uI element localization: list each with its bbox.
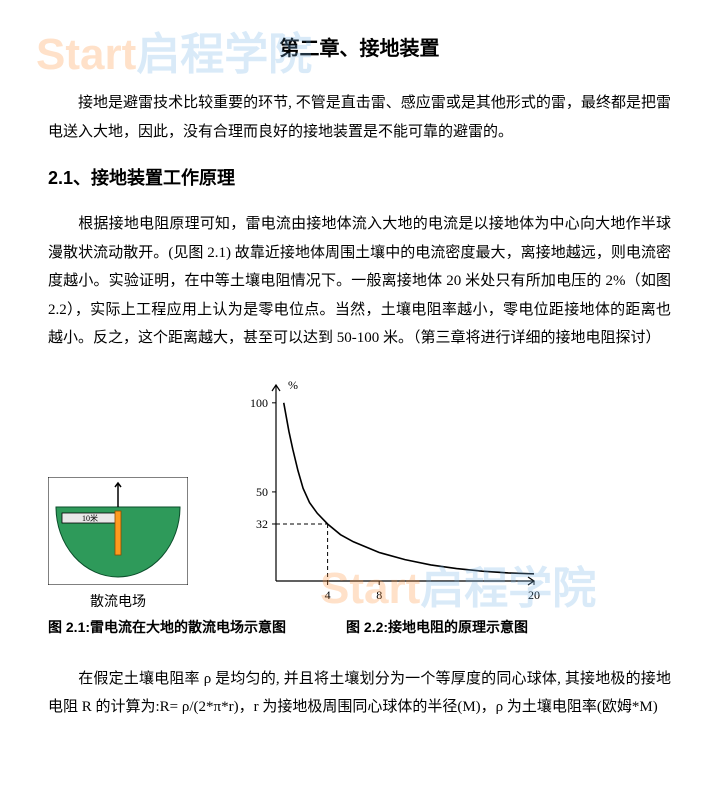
intro-paragraph: 接地是避雷技术比较重要的环节, 不管是直击雷、感应雷或是其他形式的雷，最终都是把… (48, 89, 671, 146)
para1-text: 根据接地电阻原理可知，雷电流由接地体流入大地的电流是以接地体为中心向大地作半球漫… (48, 216, 671, 346)
paragraph-1: 根据接地电阻原理可知，雷电流由接地体流入大地的电流是以接地体为中心向大地作半球漫… (48, 210, 671, 353)
figure-1-caption: 图 2.1:雷电流在大地的散流电场示意图 (48, 617, 286, 637)
page: Start启程学院 Start启程学院 第二章、接地装置 接地是避雷技术比较重要… (0, 0, 719, 794)
figure-2-caption: 图 2.2:接地电阻的原理示意图 (346, 617, 528, 637)
svg-text:4: 4 (325, 588, 331, 602)
svg-text:20: 20 (528, 588, 540, 602)
figure-2: % 32 50 100 4 8 20 (228, 371, 548, 611)
resistance-chart: % 32 50 100 4 8 20 (228, 371, 548, 611)
figures-row: 10米 散流电场 % 32 50 100 4 8 20 (48, 371, 671, 611)
paragraph-2: 在假定土壤电阻率 ρ 是均匀的, 并且将土壤划分为一个等厚度的同心球体, 其接地… (48, 665, 671, 722)
svg-text:100: 100 (250, 395, 268, 409)
figure-1: 10米 散流电场 (48, 477, 188, 611)
svg-text:32: 32 (256, 516, 268, 530)
hemisphere-diagram: 10米 (48, 477, 188, 585)
svg-text:50: 50 (256, 484, 268, 498)
chapter-title: 第二章、接地装置 (48, 32, 671, 61)
svg-text:%: % (288, 378, 298, 392)
caption-row: 图 2.1:雷电流在大地的散流电场示意图 图 2.2:接地电阻的原理示意图 (48, 617, 671, 637)
figure-1-sublabel: 散流电场 (90, 591, 146, 611)
para2-text: 在假定土壤电阻率 ρ 是均匀的, 并且将土壤划分为一个等厚度的同心球体, 其接地… (48, 671, 671, 716)
svg-text:8: 8 (376, 588, 382, 602)
section-title: 2.1、接地装置工作原理 (48, 164, 671, 190)
intro-text: 接地是避雷技术比较重要的环节, 不管是直击雷、感应雷或是其他形式的雷，最终都是把… (48, 95, 671, 140)
svg-text:10米: 10米 (82, 513, 98, 523)
